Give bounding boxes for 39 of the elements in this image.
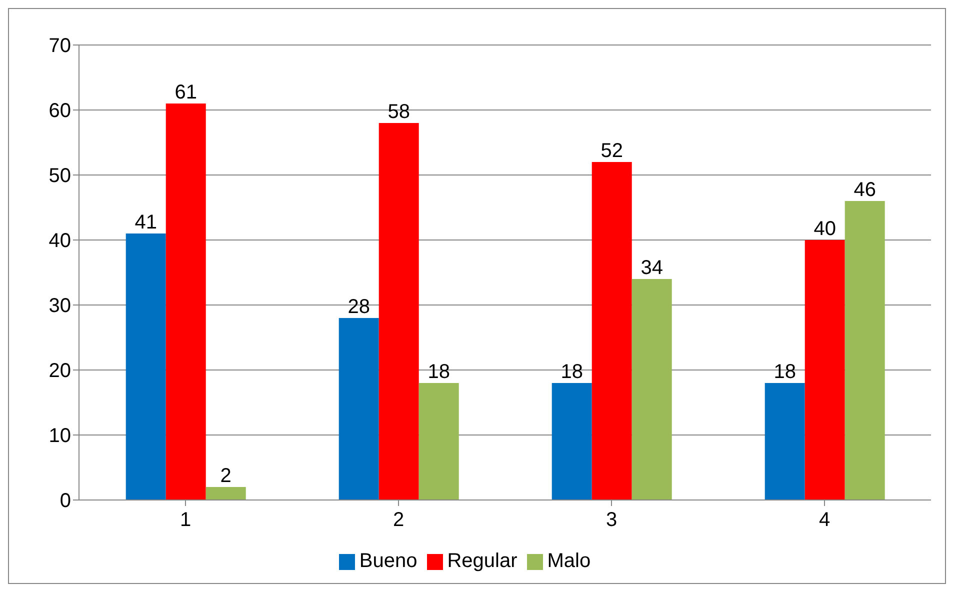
- legend-label: Bueno: [359, 550, 418, 572]
- data-label: 52: [600, 140, 623, 162]
- data-label: 58: [388, 101, 410, 123]
- y-tick-label: 20: [48, 360, 71, 382]
- data-label: 34: [640, 257, 663, 279]
- data-label: 18: [560, 361, 583, 383]
- bar: [338, 318, 379, 500]
- bar: [206, 487, 246, 500]
- bar: [804, 240, 845, 500]
- bar: [764, 383, 805, 500]
- bar: [126, 234, 166, 500]
- bar: [166, 104, 206, 500]
- bar: [844, 201, 885, 500]
- data-label: 18: [774, 361, 796, 383]
- data-label: 18: [428, 361, 450, 383]
- x-tick-label: 4: [818, 509, 830, 532]
- y-tick-label: 0: [60, 490, 71, 512]
- y-tick-label: 30: [48, 295, 71, 318]
- data-label: 40: [814, 218, 836, 240]
- y-tick-label: 10: [48, 425, 71, 448]
- x-tick-label: 2: [392, 509, 404, 532]
- data-label: 2: [220, 465, 232, 487]
- y-tick-label: 70: [48, 35, 71, 58]
- x-tick-label: 3: [606, 509, 618, 532]
- x-tick-label: 1: [180, 509, 192, 532]
- bar: [418, 383, 459, 500]
- bar: [378, 123, 419, 500]
- bar: [552, 383, 592, 500]
- bar: [632, 279, 672, 500]
- data-label: 61: [174, 82, 197, 104]
- y-tick-label: 50: [48, 165, 71, 188]
- data-label: 46: [854, 179, 876, 201]
- data-label: 28: [348, 296, 370, 318]
- legend-label: Regular: [447, 550, 518, 572]
- legend-label: Malo: [547, 550, 591, 572]
- bar: [592, 162, 632, 500]
- data-label: 41: [134, 212, 157, 234]
- y-tick-label: 40: [48, 230, 71, 252]
- y-tick-label: 60: [48, 100, 71, 122]
